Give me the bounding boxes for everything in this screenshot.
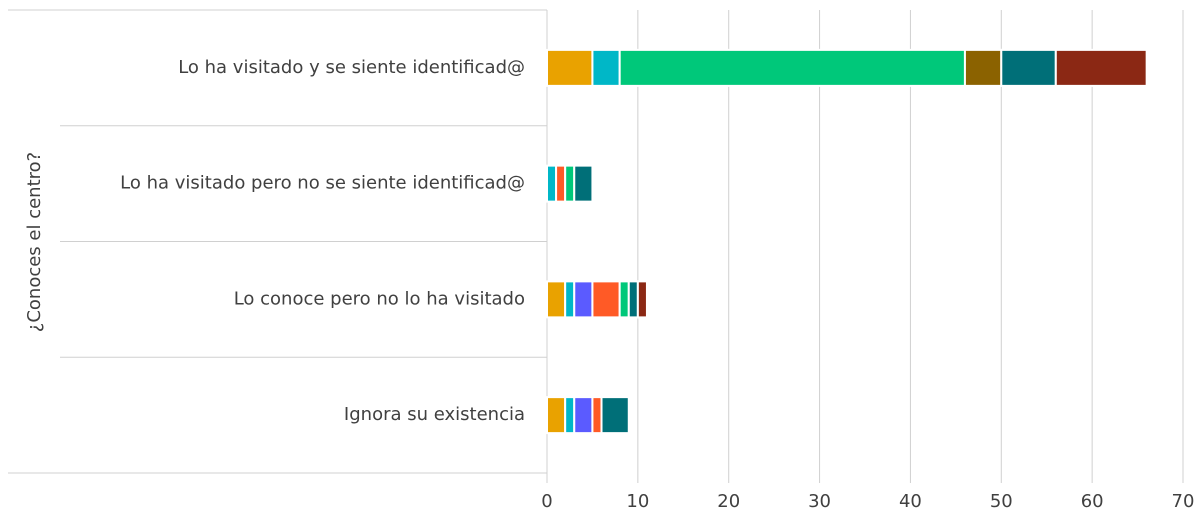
bar-segment xyxy=(555,164,567,203)
bar-segment xyxy=(627,280,639,319)
bar-segment xyxy=(546,48,594,87)
bar-segment xyxy=(564,280,576,319)
bar-segment xyxy=(591,396,603,435)
x-tick-label: 0 xyxy=(541,491,552,512)
bar-segment xyxy=(546,396,567,435)
y-tick-label: Lo ha visitado pero no se siente identif… xyxy=(120,173,525,194)
bar-segment xyxy=(618,280,630,319)
bar-segment xyxy=(564,396,576,435)
x-tick-label: 30 xyxy=(808,491,831,512)
bar-segment xyxy=(564,164,576,203)
bar-segment xyxy=(618,48,966,87)
x-tick-label: 60 xyxy=(1081,491,1104,512)
bar-segment xyxy=(636,280,648,319)
x-tick-label: 20 xyxy=(717,491,740,512)
bar-segment xyxy=(600,396,630,435)
bar-segment xyxy=(546,164,558,203)
bar-segment xyxy=(1054,48,1148,87)
y-tick-label: Lo conoce pero no lo ha visitado xyxy=(234,288,525,309)
bar-segment xyxy=(573,280,594,319)
bar-segment xyxy=(591,48,621,87)
bar-segment xyxy=(573,396,594,435)
x-tick-label: 40 xyxy=(899,491,922,512)
y-tick-label: Lo ha visitado y se siente identificad@ xyxy=(178,57,525,78)
x-tick-label: 10 xyxy=(626,491,649,512)
y-tick-label: Ignora su existencia xyxy=(344,404,525,425)
bar-segment xyxy=(546,280,567,319)
bar-segment xyxy=(1000,48,1057,87)
bar-segment xyxy=(591,280,621,319)
y-axis-label: ¿Conoces el centro? xyxy=(24,152,45,332)
x-tick-label: 50 xyxy=(990,491,1013,512)
x-tick-label: 70 xyxy=(1172,491,1195,512)
bar-segment xyxy=(963,48,1003,87)
bar-segment xyxy=(573,164,594,203)
